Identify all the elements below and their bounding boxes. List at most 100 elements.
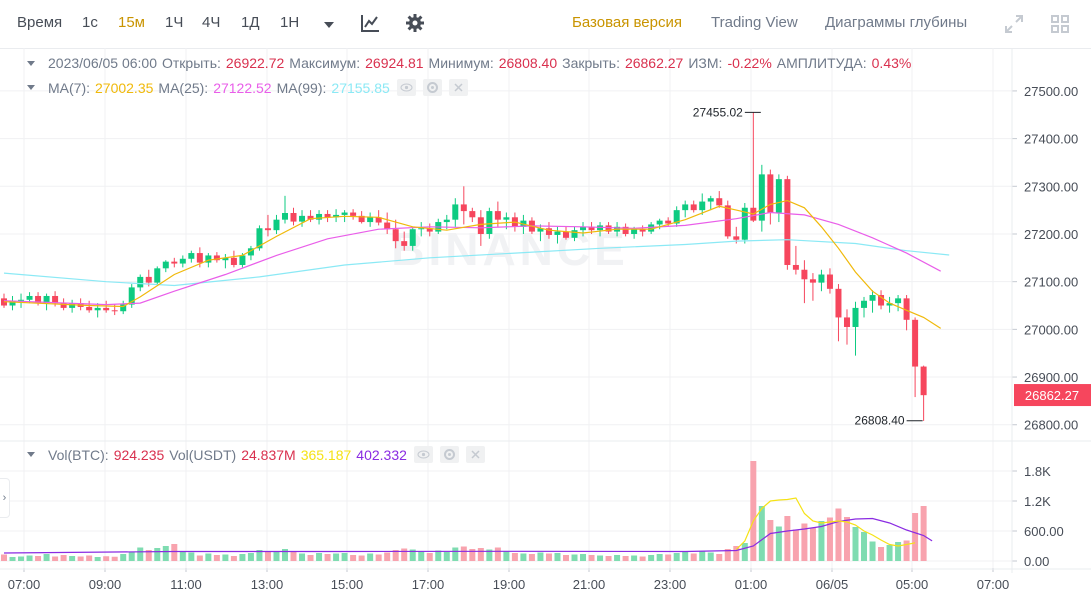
candle-down: [111, 310, 118, 312]
collapse-arrow-icon[interactable]: [27, 452, 35, 457]
view-tradingview[interactable]: Trading View: [711, 14, 798, 31]
price-tick-label: 27100.00: [1024, 275, 1078, 290]
interval-1h[interactable]: 1Ч: [165, 14, 184, 31]
volume-bar: [247, 553, 254, 561]
gear-icon: [426, 82, 438, 93]
candle-up: [128, 287, 135, 305]
gear-icon: [443, 449, 455, 460]
interval-4h[interactable]: 4Ч: [202, 14, 221, 31]
candle-down: [196, 253, 203, 263]
candle-up: [188, 253, 195, 259]
view-depth[interactable]: Диаграммы глубины: [825, 14, 968, 31]
volume-bar: [861, 532, 868, 561]
vol-visibility-button[interactable]: [413, 446, 433, 463]
candle-up: [656, 220, 663, 225]
open-label: Открыть:: [162, 55, 221, 71]
volume-bar: [60, 555, 67, 561]
volume-bar: [26, 555, 33, 561]
volume-bar: [77, 556, 84, 561]
volume-bar: [273, 551, 280, 561]
ma-settings-button[interactable]: [422, 79, 442, 96]
interval-15m[interactable]: 15м: [118, 14, 145, 31]
volume-bar: [665, 554, 672, 561]
eye-icon: [400, 83, 413, 92]
volume-bar: [682, 551, 689, 561]
ma99-label: MA(99):: [276, 79, 327, 96]
vol-settings-button[interactable]: [439, 446, 459, 463]
candle-up: [222, 257, 229, 261]
volume-bar: [801, 523, 808, 561]
high-marker-label: 27455.02: [693, 105, 743, 119]
collapse-arrow-icon[interactable]: [27, 85, 35, 90]
volume-bar: [213, 555, 220, 561]
candle-down: [835, 288, 842, 318]
indicators-button[interactable]: [360, 13, 380, 37]
volume-bar: [435, 550, 442, 561]
interval-1s[interactable]: 1с: [82, 14, 98, 31]
volume-bar: [18, 556, 25, 561]
candle-down: [145, 276, 152, 283]
price-tick-label: 26900.00: [1024, 370, 1078, 385]
low-value: 26808.40: [498, 55, 558, 71]
candle-up: [486, 211, 493, 234]
volume-bar: [614, 555, 621, 561]
volume-bar: [886, 545, 893, 561]
volume-bar: [903, 540, 910, 561]
volume-bar: [1, 554, 7, 561]
volume-bar: [750, 461, 757, 561]
candle-down: [903, 298, 910, 320]
interval-1w[interactable]: 1Н: [280, 14, 300, 31]
candle-down: [384, 222, 391, 230]
settings-button[interactable]: [405, 13, 425, 37]
volume-bar: [162, 546, 169, 561]
volume-bar: [809, 527, 816, 561]
time-label[interactable]: Время: [17, 14, 63, 31]
volume-bar: [358, 555, 365, 561]
volume-bar: [545, 553, 552, 561]
price-tick-label: 27500.00: [1024, 84, 1078, 99]
candle-up: [120, 304, 127, 312]
volume-bar: [9, 557, 16, 561]
ma-visibility-button[interactable]: [396, 79, 416, 96]
volume-bar: [409, 549, 416, 561]
more-intervals-dropdown[interactable]: [323, 17, 335, 34]
candle-up: [9, 300, 16, 306]
candle-down: [35, 295, 42, 304]
collapse-arrow-icon[interactable]: [27, 60, 35, 66]
volume-bar: [307, 555, 314, 561]
candle-down: [801, 269, 808, 280]
vol-ma10-value: 402.332: [356, 446, 407, 463]
interval-1d[interactable]: 1Д: [241, 14, 260, 31]
volume-bar: [299, 553, 306, 561]
layout-button[interactable]: [1050, 14, 1070, 38]
candle-down: [426, 228, 433, 232]
volume-bar: [554, 553, 561, 561]
candle-up: [341, 212, 348, 215]
current-price-label: 26862.27: [1025, 388, 1079, 403]
volume-bar: [418, 551, 425, 561]
ma-close-button[interactable]: [448, 79, 468, 96]
candle-up: [571, 230, 578, 238]
vol-close-button[interactable]: [465, 446, 485, 463]
view-basic[interactable]: Базовая версия: [572, 14, 682, 31]
volume-bar: [528, 554, 535, 561]
volume-bar: [392, 550, 399, 561]
volume-bar: [452, 547, 459, 561]
fullscreen-button[interactable]: [1004, 14, 1024, 38]
volume-bar: [486, 549, 493, 561]
candle-up: [707, 198, 714, 202]
side-panel-toggle[interactable]: ›: [0, 478, 10, 518]
candle-up: [154, 268, 161, 283]
volume-bar: [460, 546, 467, 561]
volume-bar: [316, 553, 323, 561]
volume-bar: [699, 551, 706, 561]
volume-bar: [895, 542, 902, 561]
volume-tick-label: 0.00: [1024, 554, 1049, 569]
candle-down: [230, 257, 237, 265]
volume-bar: [639, 556, 646, 561]
candle-up: [852, 307, 859, 327]
time-tick-label: 21:00: [573, 577, 606, 592]
ma-info: MA(7): 27002.35 MA(25): 27122.52 MA(99):…: [27, 79, 468, 96]
candle-up: [333, 214, 340, 218]
